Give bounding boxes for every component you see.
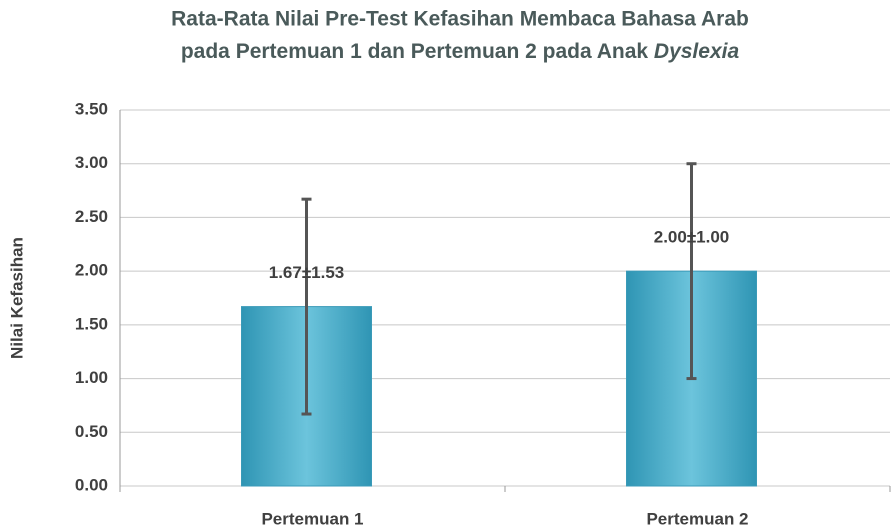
chart-title: Dyslexia <box>654 40 740 63</box>
x-tick-label: Pertemuan 1 <box>261 509 363 528</box>
y-tick-label: 1.00 <box>75 368 108 387</box>
value-label: 1.67±1.53 <box>269 263 345 282</box>
y-tick-label: 1.50 <box>75 314 108 333</box>
y-tick-label: 2.50 <box>75 207 108 226</box>
error-bar <box>686 162 697 381</box>
y-tick-label: 0.50 <box>75 422 108 441</box>
x-tick-label: Pertemuan 2 <box>646 509 748 528</box>
chart-title: pada Pertemuan 1 dan Pertemuan 2 pada An… <box>181 40 649 63</box>
y-axis-label: Nilai Kefasihan <box>7 237 26 359</box>
error-bar <box>301 197 312 416</box>
chart-title: pada Pertemuan 1 dan Pertemuan 2 pada An… <box>181 40 740 63</box>
value-label: 2.00±1.00 <box>654 228 730 247</box>
y-tick-label: 2.00 <box>75 261 108 280</box>
chart-title: Rata-Rata Nilai Pre-Test Kefasihan Memba… <box>171 8 749 31</box>
y-tick-label: 3.50 <box>75 99 108 118</box>
y-tick-label: 0.00 <box>75 475 108 494</box>
y-tick-label: 3.00 <box>75 153 108 172</box>
